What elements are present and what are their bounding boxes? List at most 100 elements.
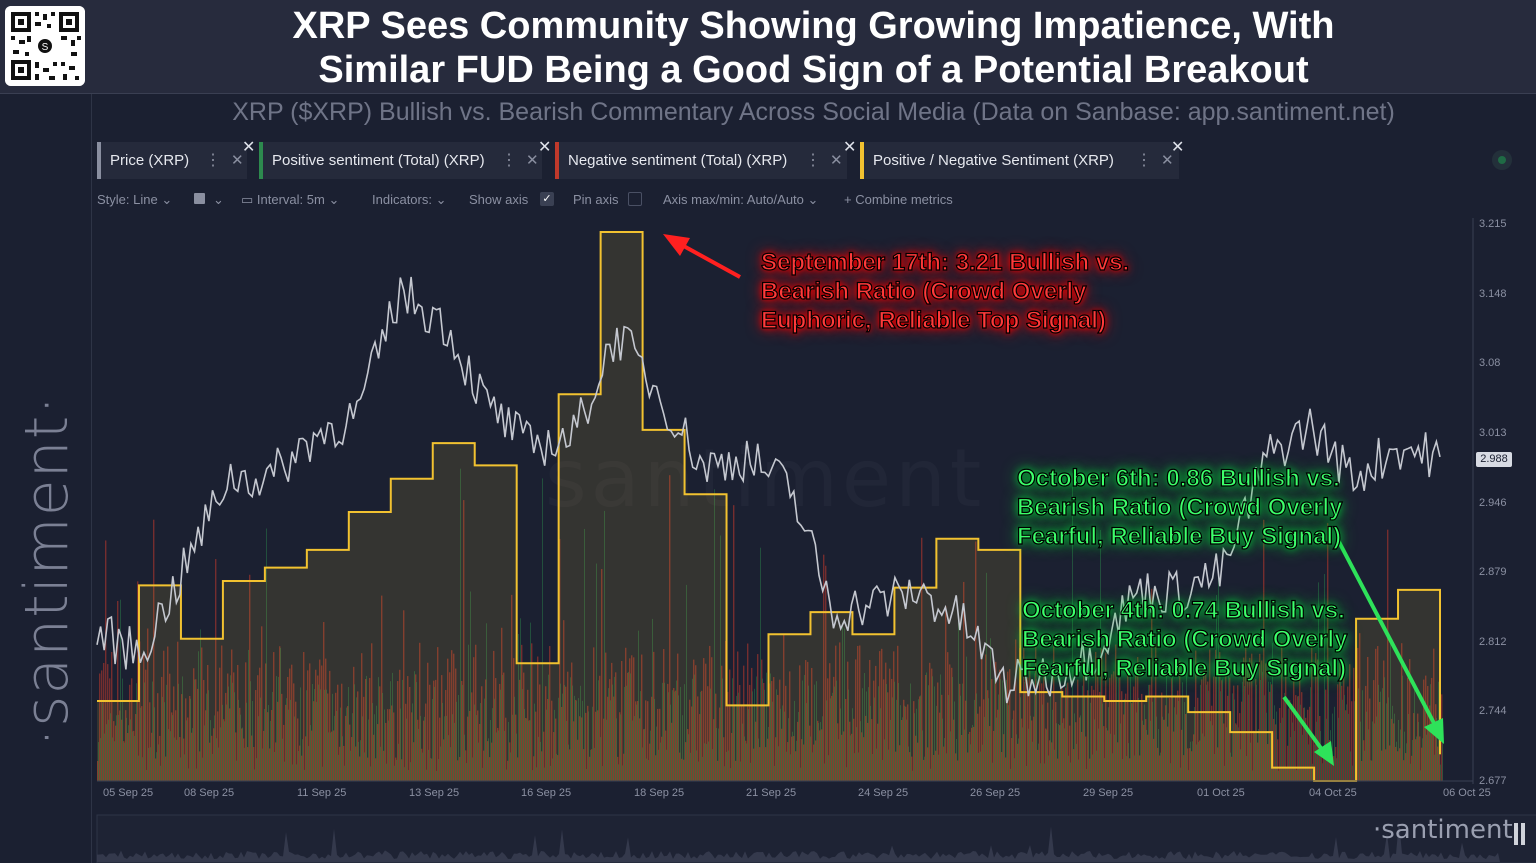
positive-sentiment-bar — [806, 703, 807, 781]
positive-sentiment-bar — [1370, 760, 1371, 781]
positive-sentiment-bar — [118, 714, 119, 781]
negative-sentiment-bar — [1165, 705, 1167, 781]
positive-sentiment-bar — [1280, 722, 1281, 781]
negative-sentiment-bar — [777, 694, 779, 781]
negative-sentiment-bar — [523, 672, 525, 781]
negative-sentiment-bar — [431, 758, 433, 781]
tab-ratio[interactable]: Positive / Negative Sentiment (XRP) ⋮ ✕ — [860, 142, 1179, 179]
positive-sentiment-bar — [832, 692, 833, 781]
negative-sentiment-bar — [1089, 758, 1091, 781]
positive-sentiment-bar — [1340, 677, 1341, 781]
axis-maxmin-dropdown[interactable]: Axis max/min: Auto/Auto ⌄ — [663, 192, 819, 207]
negative-sentiment-bar — [1235, 723, 1237, 781]
negative-sentiment-bar — [901, 719, 903, 781]
negative-sentiment-bar — [521, 644, 523, 781]
negative-sentiment-bar — [197, 688, 199, 781]
negative-sentiment-bar — [863, 737, 865, 781]
positive-sentiment-bar — [318, 684, 319, 781]
negative-sentiment-bar — [327, 693, 329, 781]
negative-sentiment-bar — [1415, 739, 1417, 781]
positive-sentiment-bar — [390, 681, 391, 781]
negative-sentiment-bar — [1111, 674, 1113, 781]
tab-positive-sentiment[interactable]: Positive sentiment (Total) (XRP) ⋮ ✕ — [259, 142, 542, 179]
positive-sentiment-bar — [774, 765, 775, 781]
tab-remove-icon[interactable]: ✕ — [231, 152, 244, 169]
positive-sentiment-bar — [890, 719, 891, 781]
tab-menu-icon[interactable]: ⋮ — [805, 152, 821, 169]
style-dropdown[interactable]: Style: Line ⌄ — [97, 192, 173, 207]
close-icon[interactable]: ✕ — [843, 139, 857, 156]
tab-menu-icon[interactable]: ⋮ — [205, 152, 221, 169]
negative-sentiment-bar — [1195, 650, 1197, 781]
positive-sentiment-bar — [836, 680, 837, 781]
tab-menu-icon[interactable]: ⋮ — [501, 152, 517, 169]
page-title: XRP Sees Community Showing Growing Impat… — [91, 4, 1536, 92]
positive-sentiment-bar — [550, 765, 551, 781]
negative-sentiment-bar — [1435, 704, 1437, 781]
negative-sentiment-bar — [1243, 657, 1245, 781]
negative-sentiment-bar — [1437, 746, 1439, 781]
negative-sentiment-bar — [249, 574, 251, 781]
negative-sentiment-bar — [549, 646, 551, 781]
negative-sentiment-bar — [981, 652, 983, 781]
combine-metrics-button[interactable]: + Combine metrics — [844, 192, 953, 207]
tab-negative-sentiment[interactable]: Negative sentiment (Total) (XRP) ⋮ ✕ — [555, 142, 847, 179]
positive-sentiment-bar — [674, 691, 675, 781]
positive-sentiment-bar — [1328, 671, 1329, 781]
positive-sentiment-bar — [330, 732, 331, 781]
negative-sentiment-bar — [517, 757, 519, 781]
chevron-down-icon[interactable]: ⌄ — [213, 192, 224, 207]
axis-maxmin-label: Axis max/min: Auto/Auto — [663, 192, 804, 207]
close-icon[interactable]: ✕ — [538, 139, 552, 156]
positive-sentiment-bar — [846, 767, 847, 781]
positive-sentiment-bar — [598, 680, 599, 781]
positive-sentiment-bar — [220, 727, 221, 781]
close-icon[interactable]: ✕ — [1171, 139, 1185, 156]
tab-menu-icon[interactable]: ⋮ — [1136, 152, 1152, 169]
negative-sentiment-bar — [1393, 723, 1395, 781]
negative-sentiment-bar — [195, 679, 197, 781]
tab-price[interactable]: Price (XRP) ⋮ ✕ — [97, 142, 247, 179]
positive-sentiment-bar — [760, 547, 761, 781]
close-icon[interactable]: ✕ — [242, 139, 256, 156]
tab-remove-icon[interactable]: ✕ — [830, 152, 843, 169]
tab-remove-icon[interactable]: ✕ — [526, 152, 539, 169]
negative-sentiment-bar — [463, 500, 465, 781]
negative-sentiment-bar — [1193, 734, 1195, 781]
price-series — [96, 276, 1441, 704]
positive-sentiment-bar — [1408, 713, 1409, 781]
positive-sentiment-bar — [1344, 694, 1345, 781]
color-swatch-icon[interactable] — [194, 193, 205, 204]
positive-sentiment-bar — [1410, 763, 1411, 781]
positive-sentiment-bar — [988, 698, 989, 781]
positive-sentiment-bar — [428, 749, 429, 781]
negative-sentiment-bar — [247, 747, 249, 781]
negative-sentiment-bar — [563, 620, 565, 781]
negative-sentiment-bar — [787, 742, 789, 781]
positive-sentiment-bar — [894, 681, 895, 781]
indicators-dropdown[interactable]: Indicators: ⌄ — [372, 192, 447, 207]
negative-sentiment-bar — [859, 645, 861, 781]
negative-sentiment-bar — [679, 752, 681, 781]
tab-remove-icon[interactable]: ✕ — [1161, 152, 1174, 169]
negative-sentiment-bar — [221, 645, 223, 781]
positive-sentiment-bar — [952, 676, 953, 781]
negative-sentiment-bar — [565, 686, 567, 781]
positive-sentiment-bar — [1362, 690, 1363, 781]
positive-sentiment-bar — [606, 719, 607, 781]
positive-sentiment-bar — [1392, 705, 1393, 781]
pause-icon[interactable] — [1513, 823, 1527, 845]
negative-sentiment-bar — [955, 753, 957, 781]
negative-sentiment-bar — [361, 653, 363, 781]
positive-sentiment-bar — [1066, 683, 1067, 781]
pin-axis-checkbox[interactable] — [628, 192, 642, 206]
positive-sentiment-bar — [306, 690, 307, 781]
positive-sentiment-bar — [158, 744, 159, 781]
negative-sentiment-bar — [869, 659, 871, 781]
interval-dropdown[interactable]: ▭ Interval: 5m ⌄ — [241, 192, 340, 207]
positive-sentiment-bar — [778, 746, 779, 781]
show-axis-checkbox[interactable]: ✓ — [540, 192, 554, 206]
negative-sentiment-bar — [461, 680, 463, 781]
negative-sentiment-bar — [581, 717, 583, 781]
